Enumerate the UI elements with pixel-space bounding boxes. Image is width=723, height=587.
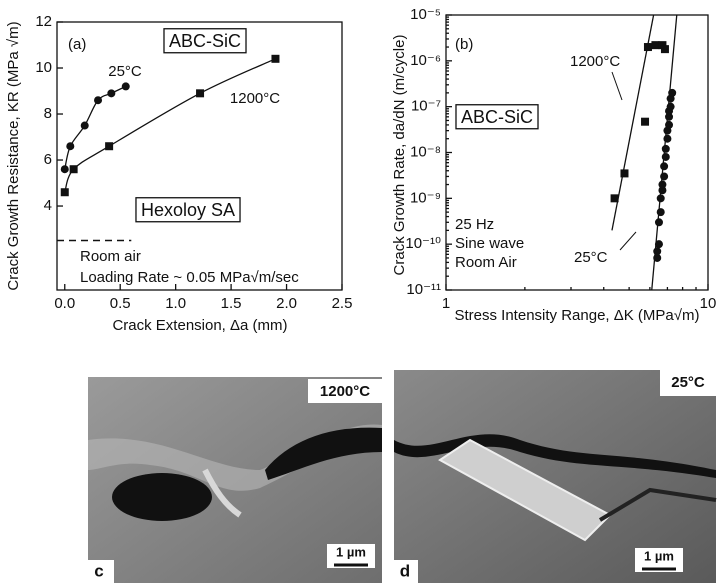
marker bbox=[107, 89, 116, 98]
x-tick-label: 0.5 bbox=[110, 295, 131, 312]
marker bbox=[643, 43, 652, 52]
scale-bar-label: 1 µm bbox=[336, 544, 366, 559]
marker bbox=[654, 240, 663, 249]
y-tick-label: 8 bbox=[44, 105, 52, 122]
marker bbox=[69, 165, 78, 174]
series-label: 1200°C bbox=[570, 53, 620, 70]
x-axis-title: Stress Intensity Range, ΔK (MPa√m) bbox=[455, 307, 700, 324]
annotation: ABC-SiC bbox=[461, 107, 533, 127]
x-axis-title: Crack Extension, Δa (mm) bbox=[112, 317, 287, 334]
micrograph-c: 1200°C c 1 µm bbox=[88, 377, 382, 583]
x-tick-label: 2.0 bbox=[276, 295, 297, 312]
marker bbox=[641, 117, 650, 126]
chart: 1 10 10⁻¹¹ 10⁻¹⁰ 10⁻⁹ 10⁻⁸ 10⁻⁷ 10⁻⁶ 10⁻⁵ Stress … bbox=[391, 6, 716, 324]
annotation: ABC-SiC bbox=[169, 31, 241, 51]
marker bbox=[666, 102, 675, 111]
marker bbox=[196, 89, 205, 98]
x-tick-label: 1.0 bbox=[165, 295, 186, 312]
marker bbox=[121, 82, 130, 91]
annotation: 25 Hz bbox=[455, 216, 494, 233]
marker bbox=[271, 54, 280, 63]
marker bbox=[661, 144, 670, 153]
marker bbox=[610, 194, 619, 203]
y-tick-label: 10⁻⁵ bbox=[410, 6, 441, 23]
plot-frame bbox=[56, 21, 343, 291]
marker bbox=[60, 165, 69, 174]
marker bbox=[660, 45, 669, 54]
y-axis-title: Crack Growth Rate, da/dN (m/cycle) bbox=[391, 35, 408, 276]
label-box bbox=[135, 197, 241, 223]
annotation: Room air bbox=[80, 248, 141, 265]
annotation: Loading Rate ~ 0.05 MPa√m/sec bbox=[80, 269, 299, 286]
marker bbox=[661, 152, 670, 161]
curve bbox=[64, 58, 276, 193]
series-label: 25°C bbox=[108, 63, 142, 80]
annotation: (b) bbox=[455, 36, 473, 53]
marker bbox=[668, 88, 677, 97]
panel-label: c bbox=[94, 561, 103, 580]
x-tick-label: 0.0 bbox=[54, 295, 75, 312]
marker bbox=[80, 121, 89, 130]
marker bbox=[656, 208, 665, 217]
micrograph-d: 25°C d 1 µm bbox=[394, 370, 717, 583]
marker bbox=[94, 96, 103, 105]
series-label: 1200°C bbox=[230, 90, 280, 107]
y-axis-title: Crack Growth Resistance, KR (MPa √m) bbox=[5, 21, 22, 290]
leader-line bbox=[619, 231, 637, 251]
label-box bbox=[455, 104, 539, 130]
marker bbox=[105, 142, 114, 151]
marker bbox=[665, 112, 674, 121]
y-tick-label: 10⁻¹¹ bbox=[406, 281, 441, 298]
y-tick-label: 6 bbox=[44, 151, 52, 168]
leader-line bbox=[611, 71, 623, 101]
image-temperature: 1200°C bbox=[320, 383, 370, 400]
annotation: Sine wave bbox=[455, 235, 524, 252]
y-tick-label: 10⁻⁶ bbox=[410, 52, 441, 69]
x-tick-label: 1.5 bbox=[221, 295, 242, 312]
x-tick-label: 10 bbox=[700, 295, 717, 312]
marker bbox=[654, 218, 663, 227]
y-tick-label: 10⁻⁹ bbox=[410, 189, 441, 206]
marker bbox=[660, 162, 669, 171]
marker bbox=[60, 188, 69, 197]
marker bbox=[66, 142, 75, 151]
marker bbox=[665, 120, 674, 129]
label-box bbox=[163, 28, 247, 54]
image-temperature: 25°C bbox=[671, 374, 705, 391]
annotation: Room Air bbox=[455, 254, 517, 271]
marker bbox=[653, 247, 662, 256]
marker bbox=[653, 253, 662, 262]
marker bbox=[658, 180, 667, 189]
annotation: (a) bbox=[68, 36, 86, 53]
panel-label: d bbox=[400, 561, 410, 580]
series-label: Hexoloy SA bbox=[141, 200, 235, 220]
x-tick-label: 2.5 bbox=[332, 295, 353, 312]
y-tick-label: 10⁻⁸ bbox=[410, 143, 441, 160]
marker bbox=[658, 186, 667, 195]
marker bbox=[656, 194, 665, 203]
y-tick-label: 10⁻⁷ bbox=[411, 98, 441, 115]
marker bbox=[663, 134, 672, 143]
scale-bar-label: 1 µm bbox=[644, 548, 674, 563]
marker bbox=[651, 41, 660, 50]
marker bbox=[660, 172, 669, 181]
series-label: 25°C bbox=[574, 249, 608, 266]
y-tick-label: 10⁻¹⁰ bbox=[405, 235, 441, 252]
x-tick-label: 1 bbox=[442, 295, 450, 312]
y-tick-label: 10 bbox=[35, 59, 52, 76]
y-tick-label: 12 bbox=[35, 13, 52, 30]
y-tick-label: 4 bbox=[44, 197, 52, 214]
marker bbox=[620, 169, 629, 178]
chart: 0.0 0.5 1.0 1.5 2.0 2.5 4 6 8 10 12 Crack Extension… bbox=[5, 13, 352, 334]
